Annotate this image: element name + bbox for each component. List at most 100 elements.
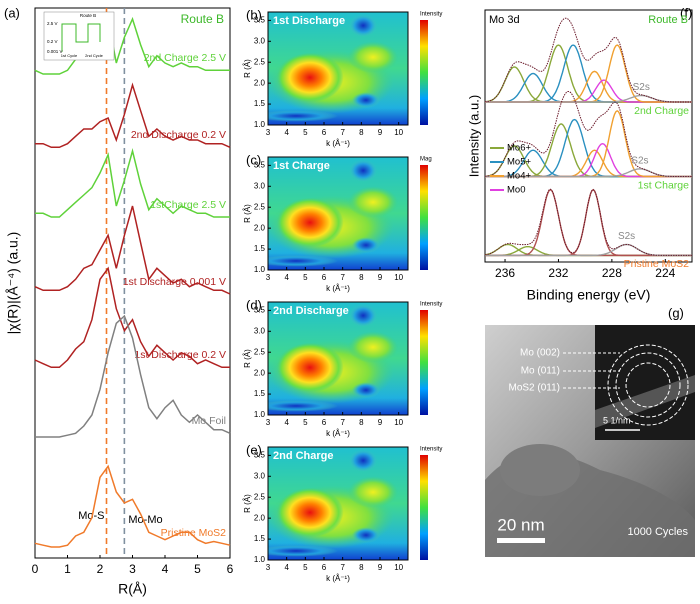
inset-cycle: 2nd Cycle bbox=[85, 53, 104, 58]
curve bbox=[35, 314, 231, 438]
x-tick-label: 4 bbox=[284, 128, 289, 137]
reference-label: Mo-Mo bbox=[128, 514, 162, 526]
plot-frame bbox=[267, 301, 409, 416]
x-tick-label: 5 bbox=[303, 418, 308, 427]
x-tick-label: 10 bbox=[394, 563, 403, 572]
fit-peak bbox=[485, 94, 692, 103]
x-axis-label: k (Å⁻¹) bbox=[326, 429, 350, 438]
x-tick-label: 6 bbox=[227, 562, 234, 576]
chart-title: 2nd Discharge bbox=[273, 305, 349, 317]
y-tick-label: 2.0 bbox=[254, 513, 266, 522]
legend-label: Mo0 bbox=[507, 185, 525, 196]
spectrum-label: 2nd Charge bbox=[634, 105, 689, 117]
x-tick-label: 4 bbox=[284, 418, 289, 427]
y-tick-label: 1.5 bbox=[254, 99, 266, 108]
x-tick-label: 3 bbox=[266, 418, 271, 427]
peak-label: S2s bbox=[618, 231, 635, 242]
x-tick-label: 3 bbox=[266, 273, 271, 282]
plot-frame bbox=[484, 9, 693, 263]
y-tick-label: 3.0 bbox=[254, 181, 266, 190]
x-tick-label: 9 bbox=[378, 128, 383, 137]
y-tick-label: 3.5 bbox=[254, 450, 266, 459]
legend-label: Mo6+ bbox=[507, 143, 531, 154]
annotation: Mo (002) bbox=[520, 348, 560, 359]
heatmap-image bbox=[268, 302, 408, 415]
panel-label: (d) bbox=[246, 297, 262, 312]
x-tick-label: 7 bbox=[340, 563, 345, 572]
y-tick-label: 1.5 bbox=[254, 244, 266, 253]
diffraction-ring bbox=[607, 344, 689, 426]
y-axis-label: R (Å) bbox=[243, 204, 252, 223]
chart-title: 2nd Charge bbox=[273, 450, 334, 462]
colorbar-label: Intensity bbox=[420, 447, 442, 453]
chart-title: 1st Charge bbox=[273, 160, 330, 172]
reference-label: Mo-S bbox=[78, 510, 104, 522]
plot-frame bbox=[267, 156, 409, 271]
panel-label: (g) bbox=[668, 305, 684, 320]
colorbar-label: Mag bbox=[420, 157, 432, 163]
x-tick-label: 3 bbox=[129, 562, 136, 576]
inset-scale: 5 1/nm bbox=[603, 415, 631, 425]
fit-peak bbox=[485, 79, 692, 103]
chart-title: Route B bbox=[181, 12, 224, 26]
y-tick-label: 3.0 bbox=[254, 326, 266, 335]
x-tick-label: 10 bbox=[394, 273, 403, 282]
x-tick-label: 1 bbox=[64, 562, 71, 576]
panel-label: (f) bbox=[680, 5, 692, 20]
x-tick-label: 8 bbox=[359, 418, 364, 427]
x-tick-label: 7 bbox=[340, 273, 345, 282]
x-tick-label: 3 bbox=[266, 563, 271, 572]
y-tick-label: 2.5 bbox=[254, 57, 266, 66]
series-label: Mo Foil bbox=[192, 415, 226, 427]
inset-cycle: 1st Cycle bbox=[61, 53, 78, 58]
x-tick-label: 5 bbox=[303, 128, 308, 137]
chart-title: Mo 3d bbox=[489, 14, 520, 26]
envelope bbox=[484, 188, 692, 256]
y-axis-label: R (Å) bbox=[243, 494, 252, 513]
series-label: 2nd Charge 2.5 V bbox=[144, 52, 226, 64]
curve bbox=[34, 16, 230, 75]
chart-subtitle: Route B bbox=[648, 14, 688, 26]
x-axis-label: Binding energy (eV) bbox=[527, 287, 651, 303]
annotation: MoS2 (011) bbox=[508, 383, 560, 394]
fit-peak bbox=[485, 44, 692, 103]
y-tick-label: 2.5 bbox=[254, 347, 266, 356]
fit-peak bbox=[485, 243, 692, 257]
peak-label: S2s bbox=[631, 156, 648, 167]
x-tick-label: 4 bbox=[162, 562, 169, 576]
colorbar bbox=[420, 165, 428, 270]
x-axis-label: k (Å⁻¹) bbox=[326, 139, 350, 148]
legend-label: Mo4+ bbox=[507, 171, 531, 182]
x-tick-label: 0 bbox=[32, 562, 39, 576]
inset-level: 2.5 V bbox=[47, 21, 58, 26]
chart-title: 1st Discharge bbox=[273, 15, 345, 27]
y-axis-label: R (Å) bbox=[243, 349, 252, 368]
y-axis-label: Intensity (a.u.) bbox=[466, 95, 481, 177]
heatmap-image bbox=[268, 157, 408, 270]
fit-peak bbox=[485, 44, 692, 103]
fit-peak bbox=[485, 168, 692, 178]
fit-peak bbox=[484, 243, 692, 257]
y-tick-label: 1.0 bbox=[254, 555, 266, 564]
curve bbox=[35, 82, 231, 149]
spectrum-label: Pristine MoS2 bbox=[624, 258, 690, 270]
y-tick-label: 3.5 bbox=[254, 305, 266, 314]
x-tick-label: 8 bbox=[359, 273, 364, 282]
colorbar bbox=[420, 455, 428, 560]
panel-label: (c) bbox=[246, 152, 261, 167]
diffraction-ring bbox=[625, 362, 671, 408]
x-tick-label: 10 bbox=[394, 418, 403, 427]
panel-label: (b) bbox=[246, 7, 262, 22]
y-tick-label: 3.0 bbox=[254, 36, 266, 45]
inset-level: 0.001 V bbox=[47, 49, 63, 54]
y-tick-label: 3.5 bbox=[254, 160, 266, 169]
x-tick-label: 10 bbox=[394, 128, 403, 137]
panel-label: (e) bbox=[246, 442, 262, 457]
peak-label: S2s bbox=[633, 82, 650, 93]
y-tick-label: 1.0 bbox=[254, 120, 266, 129]
x-tick-label: 236 bbox=[495, 266, 515, 280]
colorbar bbox=[420, 20, 428, 125]
colorbar-label: Intensity bbox=[420, 12, 442, 18]
